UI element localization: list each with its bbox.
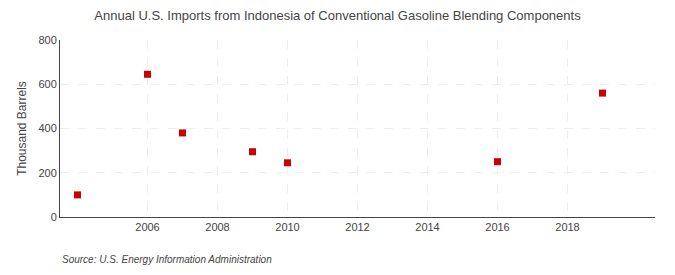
svg-text:2008: 2008: [205, 221, 229, 233]
svg-text:2006: 2006: [135, 221, 159, 233]
svg-text:2018: 2018: [555, 221, 579, 233]
svg-text:2010: 2010: [275, 221, 299, 233]
svg-text:800: 800: [38, 34, 56, 46]
svg-text:2012: 2012: [345, 221, 369, 233]
svg-text:Thousand Barrels: Thousand Barrels: [15, 81, 29, 176]
svg-text:Annual U.S. Imports from Indon: Annual U.S. Imports from Indonesia of Co…: [94, 8, 581, 23]
svg-text:400: 400: [38, 122, 56, 134]
svg-text:0: 0: [51, 211, 57, 223]
svg-text:600: 600: [38, 78, 56, 90]
svg-text:Source: U.S. Energy Informatio: Source: U.S. Energy Information Administ…: [62, 254, 272, 265]
svg-text:2014: 2014: [415, 221, 439, 233]
svg-text:2016: 2016: [485, 221, 509, 233]
svg-text:200: 200: [38, 167, 56, 179]
